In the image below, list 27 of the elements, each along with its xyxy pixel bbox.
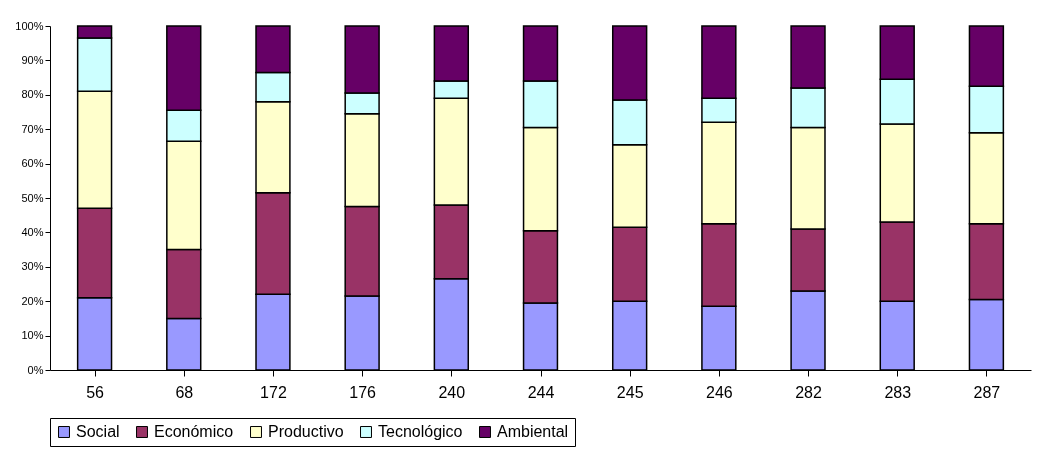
x-tick-label: 283 xyxy=(884,383,912,401)
legend-label: Social xyxy=(76,423,120,440)
y-tick-label: 30% xyxy=(21,260,44,273)
legend-label: Ambiental xyxy=(497,423,569,440)
y-tick-label: 80% xyxy=(21,88,44,101)
y-tick-label: 70% xyxy=(21,122,44,135)
x-tick-label: 246 xyxy=(706,383,733,401)
legend-label: Económico xyxy=(154,423,234,440)
x-tick-label: 240 xyxy=(438,383,466,401)
x-tick-label: 176 xyxy=(349,383,377,401)
x-tick-label: 245 xyxy=(616,383,644,401)
legend-label: Tecnológico xyxy=(378,423,463,440)
x-tick-label: 282 xyxy=(795,383,822,401)
y-tick-label: 100% xyxy=(15,19,44,32)
x-tick-label: 68 xyxy=(175,383,194,401)
y-tick-label: 50% xyxy=(21,191,44,204)
x-tick-label: 172 xyxy=(260,383,287,401)
y-tick-label: 60% xyxy=(21,157,44,170)
x-tick-label: 244 xyxy=(527,383,555,401)
legend-label: Productivo xyxy=(268,423,344,440)
y-tick-label: 20% xyxy=(21,294,44,307)
y-tick-label: 0% xyxy=(27,363,44,376)
x-tick-label: 287 xyxy=(973,383,1001,401)
x-tick-label: 56 xyxy=(86,383,105,401)
y-tick-label: 10% xyxy=(21,329,44,342)
y-tick-label: 40% xyxy=(21,225,44,238)
y-tick-label: 90% xyxy=(21,53,44,66)
